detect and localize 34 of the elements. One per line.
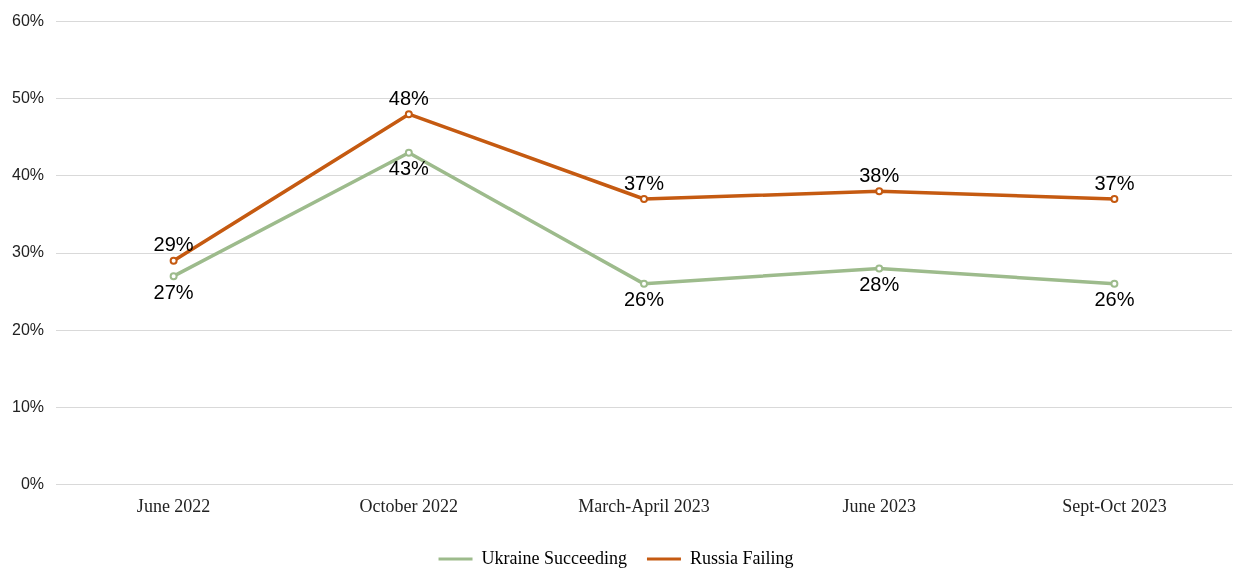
data-label: 27% (153, 280, 194, 303)
legend-label: Ukraine Succeeding (481, 547, 627, 568)
point (640, 195, 649, 204)
data-label: 29% (153, 233, 194, 256)
y-tick-label: 50% (11, 89, 45, 107)
point (640, 279, 649, 288)
data-label: 37% (624, 171, 665, 194)
x-tick-label: October 2022 (359, 495, 459, 516)
y-tick-label: 0% (20, 474, 45, 492)
point (169, 272, 178, 281)
x-tick-label: March-April 2023 (578, 495, 710, 516)
y-tick-label: 10% (11, 397, 45, 415)
data-label: 43% (388, 157, 430, 180)
point (875, 264, 884, 273)
y-tick-label: 20% (11, 320, 45, 338)
x-tick-label: Sept-Oct 2023 (1062, 495, 1167, 516)
point (404, 148, 413, 157)
data-label: 37% (1094, 171, 1135, 194)
point (404, 110, 413, 119)
y-tick-label: 30% (11, 243, 45, 261)
data-label: 38% (859, 163, 900, 186)
y-tick-label: 40% (11, 166, 45, 184)
data-label: 28% (859, 272, 900, 295)
data-label: 26% (1094, 288, 1135, 311)
y-tick-label: 60% (11, 12, 45, 30)
x-tick-label: June 2022 (136, 495, 211, 516)
point (1110, 195, 1119, 204)
data-label: 26% (624, 288, 665, 311)
x-tick-label: June 2023 (842, 495, 916, 516)
point (169, 256, 178, 265)
legend-label: Russia Failing (689, 547, 794, 568)
point (875, 187, 884, 196)
point (1110, 279, 1119, 288)
data-label: 48% (388, 86, 430, 109)
